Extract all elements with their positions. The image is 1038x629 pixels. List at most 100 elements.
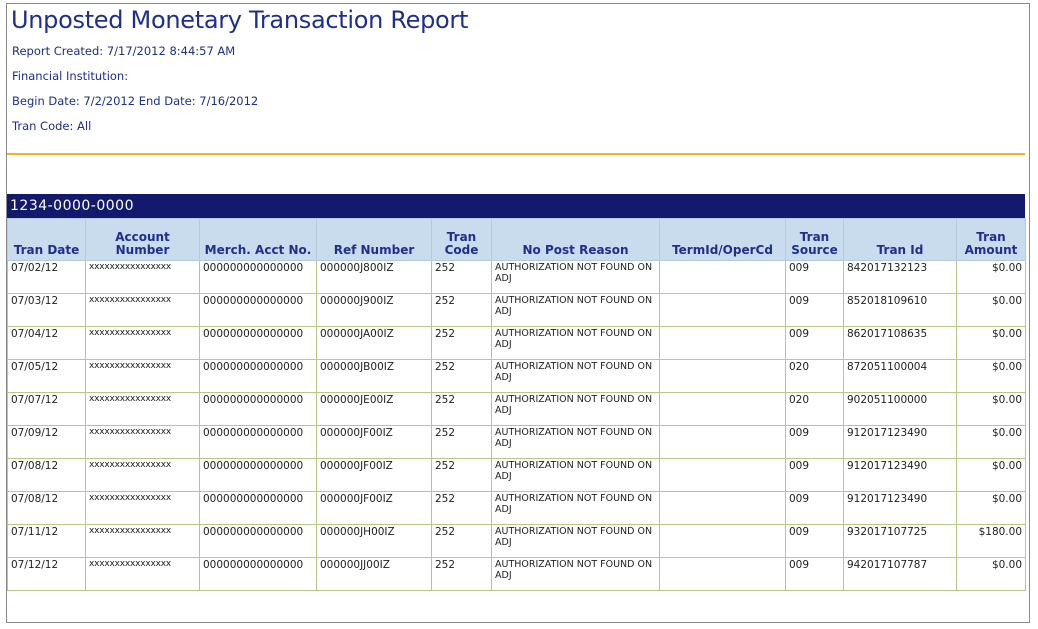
cell-ref: 000000JH00IZ (316, 524, 432, 558)
cell-amount: $0.00 (956, 557, 1026, 591)
cell-merch: 000000000000000 (199, 458, 317, 492)
cell-tran-id: 902051100000 (843, 392, 957, 426)
cell-source: 020 (785, 359, 844, 393)
report-title: Unposted Monetary Transaction Report (11, 6, 469, 34)
cell-amount: $180.00 (956, 524, 1026, 558)
cell-ref: 000000J900IZ (316, 293, 432, 327)
cell-amount: $0.00 (956, 392, 1026, 426)
cell-merch: 000000000000000 (199, 557, 317, 591)
table-row: 07/07/12 xxxxxxxxxxxxxxxx 00000000000000… (7, 392, 1026, 426)
cell-amount: $0.00 (956, 491, 1026, 525)
cell-date: 07/08/12 (7, 458, 86, 492)
cell-reason: AUTHORIZATION NOT FOUND ON ADJ (491, 326, 660, 360)
cell-tran-id: 852018109610 (843, 293, 957, 327)
table-row: 07/08/12 xxxxxxxxxxxxxxxx 00000000000000… (7, 491, 1026, 525)
cell-code: 252 (431, 392, 492, 426)
cell-reason: AUTHORIZATION NOT FOUND ON ADJ (491, 293, 660, 327)
cell-date: 07/04/12 (7, 326, 86, 360)
cell-ref: 000000JJ00IZ (316, 557, 432, 591)
table-row: 07/03/12 xxxxxxxxxxxxxxxx 00000000000000… (7, 293, 1026, 327)
cell-code: 252 (431, 425, 492, 459)
header-tran-id: Tran Id (843, 218, 957, 261)
cell-merch: 000000000000000 (199, 425, 317, 459)
cell-ref: 000000JE00IZ (316, 392, 432, 426)
cell-date: 07/08/12 (7, 491, 86, 525)
cell-code: 252 (431, 326, 492, 360)
cell-amount: $0.00 (956, 458, 1026, 492)
table-row: 07/05/12 xxxxxxxxxxxxxxxx 00000000000000… (7, 359, 1026, 393)
cell-source: 009 (785, 458, 844, 492)
cell-date: 07/05/12 (7, 359, 86, 393)
account-group-header: 1234-0000-0000 (7, 194, 1025, 218)
cell-reason: AUTHORIZATION NOT FOUND ON ADJ (491, 524, 660, 558)
cell-account: xxxxxxxxxxxxxxxx (85, 293, 200, 327)
cell-date: 07/07/12 (7, 392, 86, 426)
cell-tran-id: 872051100004 (843, 359, 957, 393)
cell-termid (659, 557, 786, 591)
cell-source: 009 (785, 293, 844, 327)
cell-account: xxxxxxxxxxxxxxxx (85, 491, 200, 525)
cell-account: xxxxxxxxxxxxxxxx (85, 524, 200, 558)
header-no-post-reason: No Post Reason (491, 218, 660, 261)
cell-tran-id: 912017123490 (843, 425, 957, 459)
cell-tran-id: 912017123490 (843, 458, 957, 492)
cell-date: 07/03/12 (7, 293, 86, 327)
cell-tran-id: 942017107787 (843, 557, 957, 591)
cell-account: xxxxxxxxxxxxxxxx (85, 425, 200, 459)
table-row: 07/02/12 xxxxxxxxxxxxxxxx 00000000000000… (7, 260, 1026, 294)
cell-amount: $0.00 (956, 326, 1026, 360)
cell-tran-id: 932017107725 (843, 524, 957, 558)
cell-amount: $0.00 (956, 425, 1026, 459)
cell-termid (659, 392, 786, 426)
cell-tran-id: 912017123490 (843, 491, 957, 525)
cell-tran-id: 862017108635 (843, 326, 957, 360)
cell-merch: 000000000000000 (199, 392, 317, 426)
cell-amount: $0.00 (956, 293, 1026, 327)
cell-reason: AUTHORIZATION NOT FOUND ON ADJ (491, 458, 660, 492)
cell-reason: AUTHORIZATION NOT FOUND ON ADJ (491, 359, 660, 393)
table-header-row: Tran Date Account Number Merch. Acct No.… (7, 218, 1026, 261)
cell-source: 009 (785, 326, 844, 360)
header-termid: TermId/OperCd (659, 218, 786, 261)
cell-code: 252 (431, 260, 492, 294)
cell-merch: 000000000000000 (199, 293, 317, 327)
cell-termid (659, 458, 786, 492)
cell-ref: 000000JA00IZ (316, 326, 432, 360)
cell-merch: 000000000000000 (199, 260, 317, 294)
report-frame: Unposted Monetary Transaction Report Rep… (6, 3, 1030, 623)
cell-tran-id: 842017132123 (843, 260, 957, 294)
cell-code: 252 (431, 458, 492, 492)
table-row: 07/08/12 xxxxxxxxxxxxxxxx 00000000000000… (7, 458, 1026, 492)
cell-code: 252 (431, 557, 492, 591)
cell-source: 009 (785, 491, 844, 525)
cell-termid (659, 524, 786, 558)
cell-ref: 000000JF00IZ (316, 491, 432, 525)
cell-merch: 000000000000000 (199, 524, 317, 558)
cell-account: xxxxxxxxxxxxxxxx (85, 392, 200, 426)
cell-code: 252 (431, 491, 492, 525)
cell-termid (659, 359, 786, 393)
cell-termid (659, 326, 786, 360)
table-row: 07/12/12 xxxxxxxxxxxxxxxx 00000000000000… (7, 557, 1026, 591)
cell-account: xxxxxxxxxxxxxxxx (85, 260, 200, 294)
cell-ref: 000000JF00IZ (316, 458, 432, 492)
cell-account: xxxxxxxxxxxxxxxx (85, 557, 200, 591)
cell-merch: 000000000000000 (199, 359, 317, 393)
date-range: Begin Date: 7/2/2012 End Date: 7/16/2012 (12, 94, 259, 108)
cell-ref: 000000JF00IZ (316, 425, 432, 459)
cell-account: xxxxxxxxxxxxxxxx (85, 458, 200, 492)
cell-termid (659, 425, 786, 459)
cell-account: xxxxxxxxxxxxxxxx (85, 359, 200, 393)
report-created: Report Created: 7/17/2012 8:44:57 AM (12, 44, 236, 58)
header-ref-number: Ref Number (316, 218, 432, 261)
cell-termid (659, 293, 786, 327)
cell-amount: $0.00 (956, 359, 1026, 393)
header-account-number: Account Number (85, 218, 200, 261)
header-merch-acct: Merch. Acct No. (199, 218, 317, 261)
cell-source: 009 (785, 524, 844, 558)
cell-reason: AUTHORIZATION NOT FOUND ON ADJ (491, 557, 660, 591)
transaction-table: Tran Date Account Number Merch. Acct No.… (7, 218, 1026, 591)
cell-code: 252 (431, 359, 492, 393)
cell-reason: AUTHORIZATION NOT FOUND ON ADJ (491, 425, 660, 459)
header-tran-date: Tran Date (7, 218, 86, 261)
